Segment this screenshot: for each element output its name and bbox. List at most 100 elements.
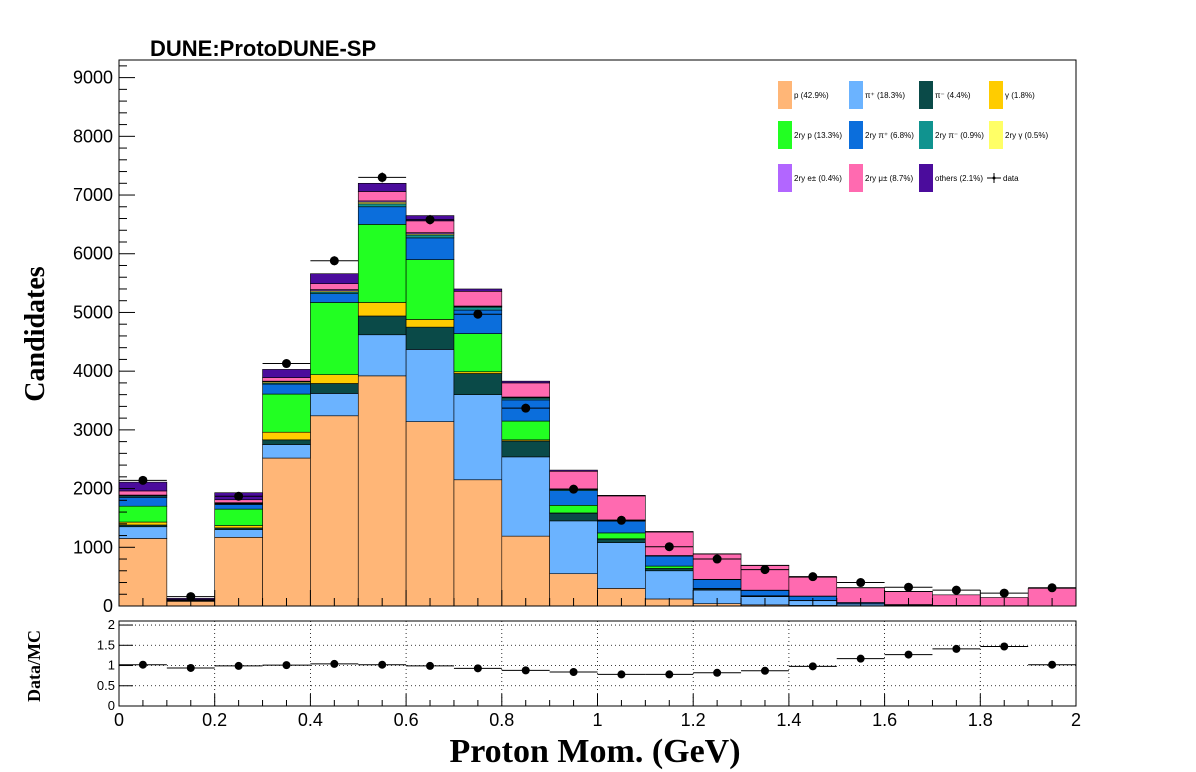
main-axis-ticks: 0 1000 2000 3000 4000 5000 6000 7000 8000 9000 xyxy=(73,65,1077,616)
data-point-17 xyxy=(951,585,961,595)
ratio-point-19 xyxy=(1048,660,1057,669)
bar-1-10 xyxy=(597,542,646,589)
ratio-point-0 xyxy=(138,660,147,669)
ratio-point-3 xyxy=(282,661,291,670)
bar-4-3 xyxy=(262,393,311,433)
y-tick-label-4: 4000 xyxy=(73,361,113,381)
bar-1-5 xyxy=(357,334,407,377)
legend-label-9: 2ry μ± (8.7%) xyxy=(865,174,913,183)
bar-2-4 xyxy=(310,383,359,394)
bar-10-8 xyxy=(501,380,550,384)
bar-9-5 xyxy=(357,191,407,202)
bar-1-4 xyxy=(310,393,359,417)
data-point-10 xyxy=(616,515,626,525)
data-points xyxy=(119,172,1076,602)
legend-label-6: 2ry π⁻ (0.9%) xyxy=(935,131,984,140)
bar-10-5 xyxy=(357,182,407,192)
bar-9-3 xyxy=(262,377,311,382)
ratio-point-13 xyxy=(760,666,769,675)
legend-label-3: γ (1.8%) xyxy=(1005,91,1035,100)
data-point-5 xyxy=(377,172,387,182)
legend-label-0: p (42.9%) xyxy=(794,91,829,100)
ratio-point-15 xyxy=(856,654,865,663)
bar-6-5 xyxy=(357,203,407,208)
bar-3-2 xyxy=(214,525,263,529)
x-tick-label-8: 1.6 xyxy=(872,710,897,730)
data-point-16 xyxy=(904,582,914,592)
legend-label-1: π⁺ (18.3%) xyxy=(865,91,905,100)
bar-10-9 xyxy=(549,469,598,472)
data-point-4 xyxy=(329,256,339,266)
bar-0-6 xyxy=(405,421,455,607)
ratio-point-5 xyxy=(378,660,387,669)
bar-2-8 xyxy=(501,440,550,458)
y-axis-title: Candidates xyxy=(20,266,51,401)
data-point-6 xyxy=(425,215,435,225)
bar-9-4 xyxy=(310,283,359,290)
legend-label-7: 2ry γ (0.5%) xyxy=(1005,131,1048,140)
ratio-point-17 xyxy=(952,644,961,653)
bar-0-2 xyxy=(214,537,263,607)
bar-4-8 xyxy=(501,420,550,441)
bar-5-13 xyxy=(740,590,790,597)
x-axis-title: Proton Mom. (GeV) xyxy=(449,733,740,770)
data-point-15 xyxy=(856,578,866,588)
bar-5-6 xyxy=(405,237,455,260)
bar-2-3 xyxy=(262,439,311,445)
bar-5-12 xyxy=(692,579,742,589)
legend-swatch-1 xyxy=(849,81,863,109)
bar-4-5 xyxy=(357,224,407,303)
bar-5-5 xyxy=(357,206,407,225)
ratio-point-1 xyxy=(186,663,195,672)
data-point-13 xyxy=(760,565,770,575)
bar-10-11 xyxy=(645,531,694,533)
ratio-y-axis-title: Data/MC xyxy=(24,630,44,702)
legend-swatch-0 xyxy=(778,81,792,109)
x-tick-label-3: 0.6 xyxy=(394,710,419,730)
y-tick-label-5: 5000 xyxy=(73,302,113,322)
chart-title: DUNE:ProtoDUNE-SP xyxy=(150,36,376,61)
y-tick-label-8: 8000 xyxy=(73,126,113,146)
ratio-y-tick-label-1: 0.5 xyxy=(97,678,115,693)
ratio-point-6 xyxy=(426,661,435,670)
data-point-0 xyxy=(138,475,148,485)
ratio-y-tick-label-2: 1 xyxy=(108,658,115,673)
bar-1-0 xyxy=(118,526,168,539)
bar-1-3 xyxy=(262,444,311,459)
bar-4-7 xyxy=(453,333,503,373)
data-point-12 xyxy=(712,554,722,564)
legend-label-10: others (2.1%) xyxy=(935,174,983,183)
legend-label-8: 2ry e± (0.4%) xyxy=(794,174,842,183)
legend-swatch-9 xyxy=(849,164,863,192)
ratio-point-7 xyxy=(473,664,482,673)
data-point-2 xyxy=(234,491,244,501)
bar-1-11 xyxy=(645,570,694,600)
ratio-point-14 xyxy=(808,662,817,671)
bar-4-2 xyxy=(214,508,263,526)
legend-label-2: π⁻ (4.4%) xyxy=(935,91,971,100)
bar-1-8 xyxy=(501,456,550,537)
bar-9-7 xyxy=(453,291,503,307)
x-tick-label-0: 0 xyxy=(114,710,124,730)
ratio-y-tick-label-4: 2 xyxy=(108,617,115,632)
bar-10-4 xyxy=(310,273,359,284)
y-tick-label-3: 3000 xyxy=(73,420,113,440)
data-point-19 xyxy=(1047,583,1057,593)
ratio-point-4 xyxy=(330,659,339,668)
ratio-y-tick-label-3: 1.5 xyxy=(97,637,115,652)
legend-label-5: 2ry π⁺ (6.8%) xyxy=(865,131,914,140)
bar-3-5 xyxy=(357,302,407,317)
x-tick-label-10: 2 xyxy=(1071,710,1081,730)
x-tick-label-5: 1 xyxy=(592,710,602,730)
bar-1-9 xyxy=(549,520,598,575)
data-point-1 xyxy=(186,592,196,602)
ratio-points xyxy=(119,642,1076,679)
x-tick-label-6: 1.2 xyxy=(681,710,706,730)
bar-3-6 xyxy=(405,319,455,328)
ratio-point-10 xyxy=(617,670,626,679)
stacked-bars xyxy=(118,182,1077,607)
bar-3-4 xyxy=(310,374,359,384)
ratio-point-8 xyxy=(521,666,530,675)
bar-0-5 xyxy=(357,375,407,607)
